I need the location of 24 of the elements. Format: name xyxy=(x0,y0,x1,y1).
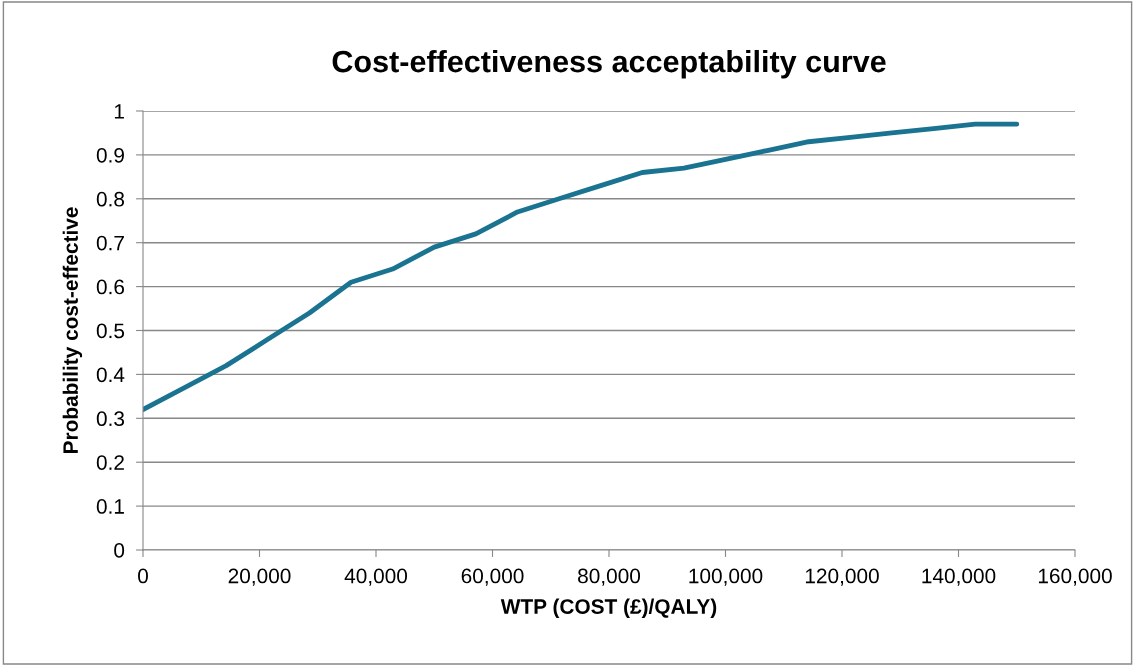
x-axis-title: WTP (COST (£)/QALY) xyxy=(500,598,717,619)
y-axis-title: Probability cost-effective xyxy=(62,207,83,453)
x-tick-label: 140,000 xyxy=(922,568,996,586)
y-tick-label: 0.1 xyxy=(96,499,124,514)
y-tick-label: 0.8 xyxy=(96,191,125,207)
x-tick-label: 100,000 xyxy=(689,568,763,586)
y-tick-label: 0 xyxy=(114,543,125,558)
x-tick-label: 60,000 xyxy=(461,568,524,586)
x-tick-label: 80,000 xyxy=(578,568,641,586)
y-tick-label: 0.5 xyxy=(96,323,125,339)
x-tick-label: 160,000 xyxy=(1038,568,1112,586)
y-tick-label: 0.6 xyxy=(96,279,125,295)
y-tick-label: 0.9 xyxy=(96,147,124,163)
y-tick-label: 0.4 xyxy=(96,367,125,383)
line-series xyxy=(143,121,1020,412)
x-tick-label: 20,000 xyxy=(228,568,291,586)
x-tick-label: 0 xyxy=(138,568,148,584)
y-tick-label: 0.2 xyxy=(96,455,124,470)
y-tick-label: 0.3 xyxy=(96,411,125,427)
chart-title: Cost-effectiveness acceptability curve xyxy=(332,49,886,79)
y-tick-label: 0.7 xyxy=(96,235,124,251)
x-tick-label: 120,000 xyxy=(805,568,879,586)
y-tick-label: 1 xyxy=(114,104,124,119)
x-tick-label: 40,000 xyxy=(344,568,408,586)
